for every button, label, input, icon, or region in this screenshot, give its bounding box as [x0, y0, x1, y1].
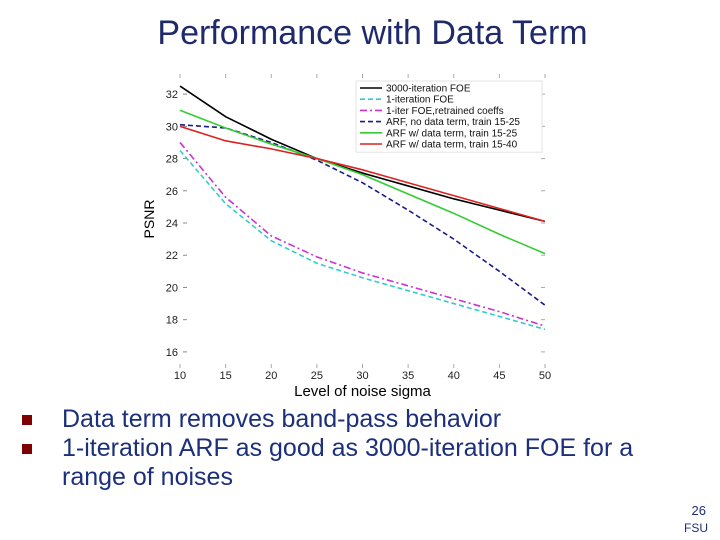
- series-line: [179, 123, 546, 306]
- bullet-list: Data term removes band-pass behavior 1-i…: [20, 405, 700, 492]
- series-line: [179, 85, 546, 223]
- x-tick-label: 20: [265, 370, 277, 382]
- y-tick-label: 26: [166, 186, 178, 198]
- page-number: 26: [691, 503, 706, 518]
- bullet-item: Data term removes band-pass behavior: [20, 405, 700, 434]
- legend-entry: 3000-iteration FOE: [386, 84, 471, 95]
- chart-axes: 16 18 20 22 24 26 28 30 32 10 15 20 25 30 35 40 45 50 Leve…: [141, 74, 551, 400]
- series-line: [179, 149, 546, 331]
- legend-entry: 1-iteration FOE: [386, 95, 454, 106]
- chart-series-lines: [179, 85, 546, 331]
- x-tick-label: 10: [174, 370, 186, 382]
- series-line: [179, 109, 546, 255]
- series-line: [179, 125, 546, 223]
- x-tick-label: 50: [539, 370, 551, 382]
- y-tick-label: 16: [166, 347, 178, 359]
- x-tick-label: 30: [356, 370, 368, 382]
- x-axis-label: Level of noise sigma: [294, 383, 431, 400]
- legend-entry: ARF w/ data term, train 15-40: [386, 140, 518, 151]
- x-tick-label: 40: [448, 370, 460, 382]
- x-tick-label: 15: [220, 370, 232, 382]
- series-line: [179, 141, 546, 327]
- legend-entry: ARF w/ data term, train 15-25: [386, 128, 518, 139]
- legend-entry: 1-iter FOE,retrained coeffs: [386, 106, 504, 117]
- x-tick-label: 45: [493, 370, 505, 382]
- footer-label: FSU: [684, 521, 708, 535]
- y-axis-label: PSNR: [141, 200, 157, 239]
- legend-entry: ARF, no data term, train 15-25: [386, 117, 520, 128]
- bullet-text: 1-iteration ARF as good as 3000-iteratio…: [62, 434, 634, 491]
- bullet-marker-icon: [22, 415, 32, 425]
- bullet-text: Data term removes band-pass behavior: [62, 405, 502, 433]
- y-tick-label: 30: [166, 121, 178, 133]
- slide-title: Performance with Data Term: [157, 14, 588, 52]
- x-tick-label: 35: [402, 370, 414, 382]
- x-tick-label: 25: [311, 370, 323, 382]
- y-tick-label: 20: [166, 282, 178, 294]
- y-tick-label: 28: [166, 154, 178, 166]
- y-tick-label: 32: [166, 89, 178, 101]
- bullet-marker-icon: [22, 444, 32, 454]
- y-tick-label: 18: [166, 315, 178, 327]
- y-tick-label: 24: [166, 218, 178, 230]
- bullet-item: 1-iteration ARF as good as 3000-iteratio…: [20, 434, 700, 492]
- y-tick-label: 22: [166, 250, 178, 262]
- legend-box: [355, 80, 543, 153]
